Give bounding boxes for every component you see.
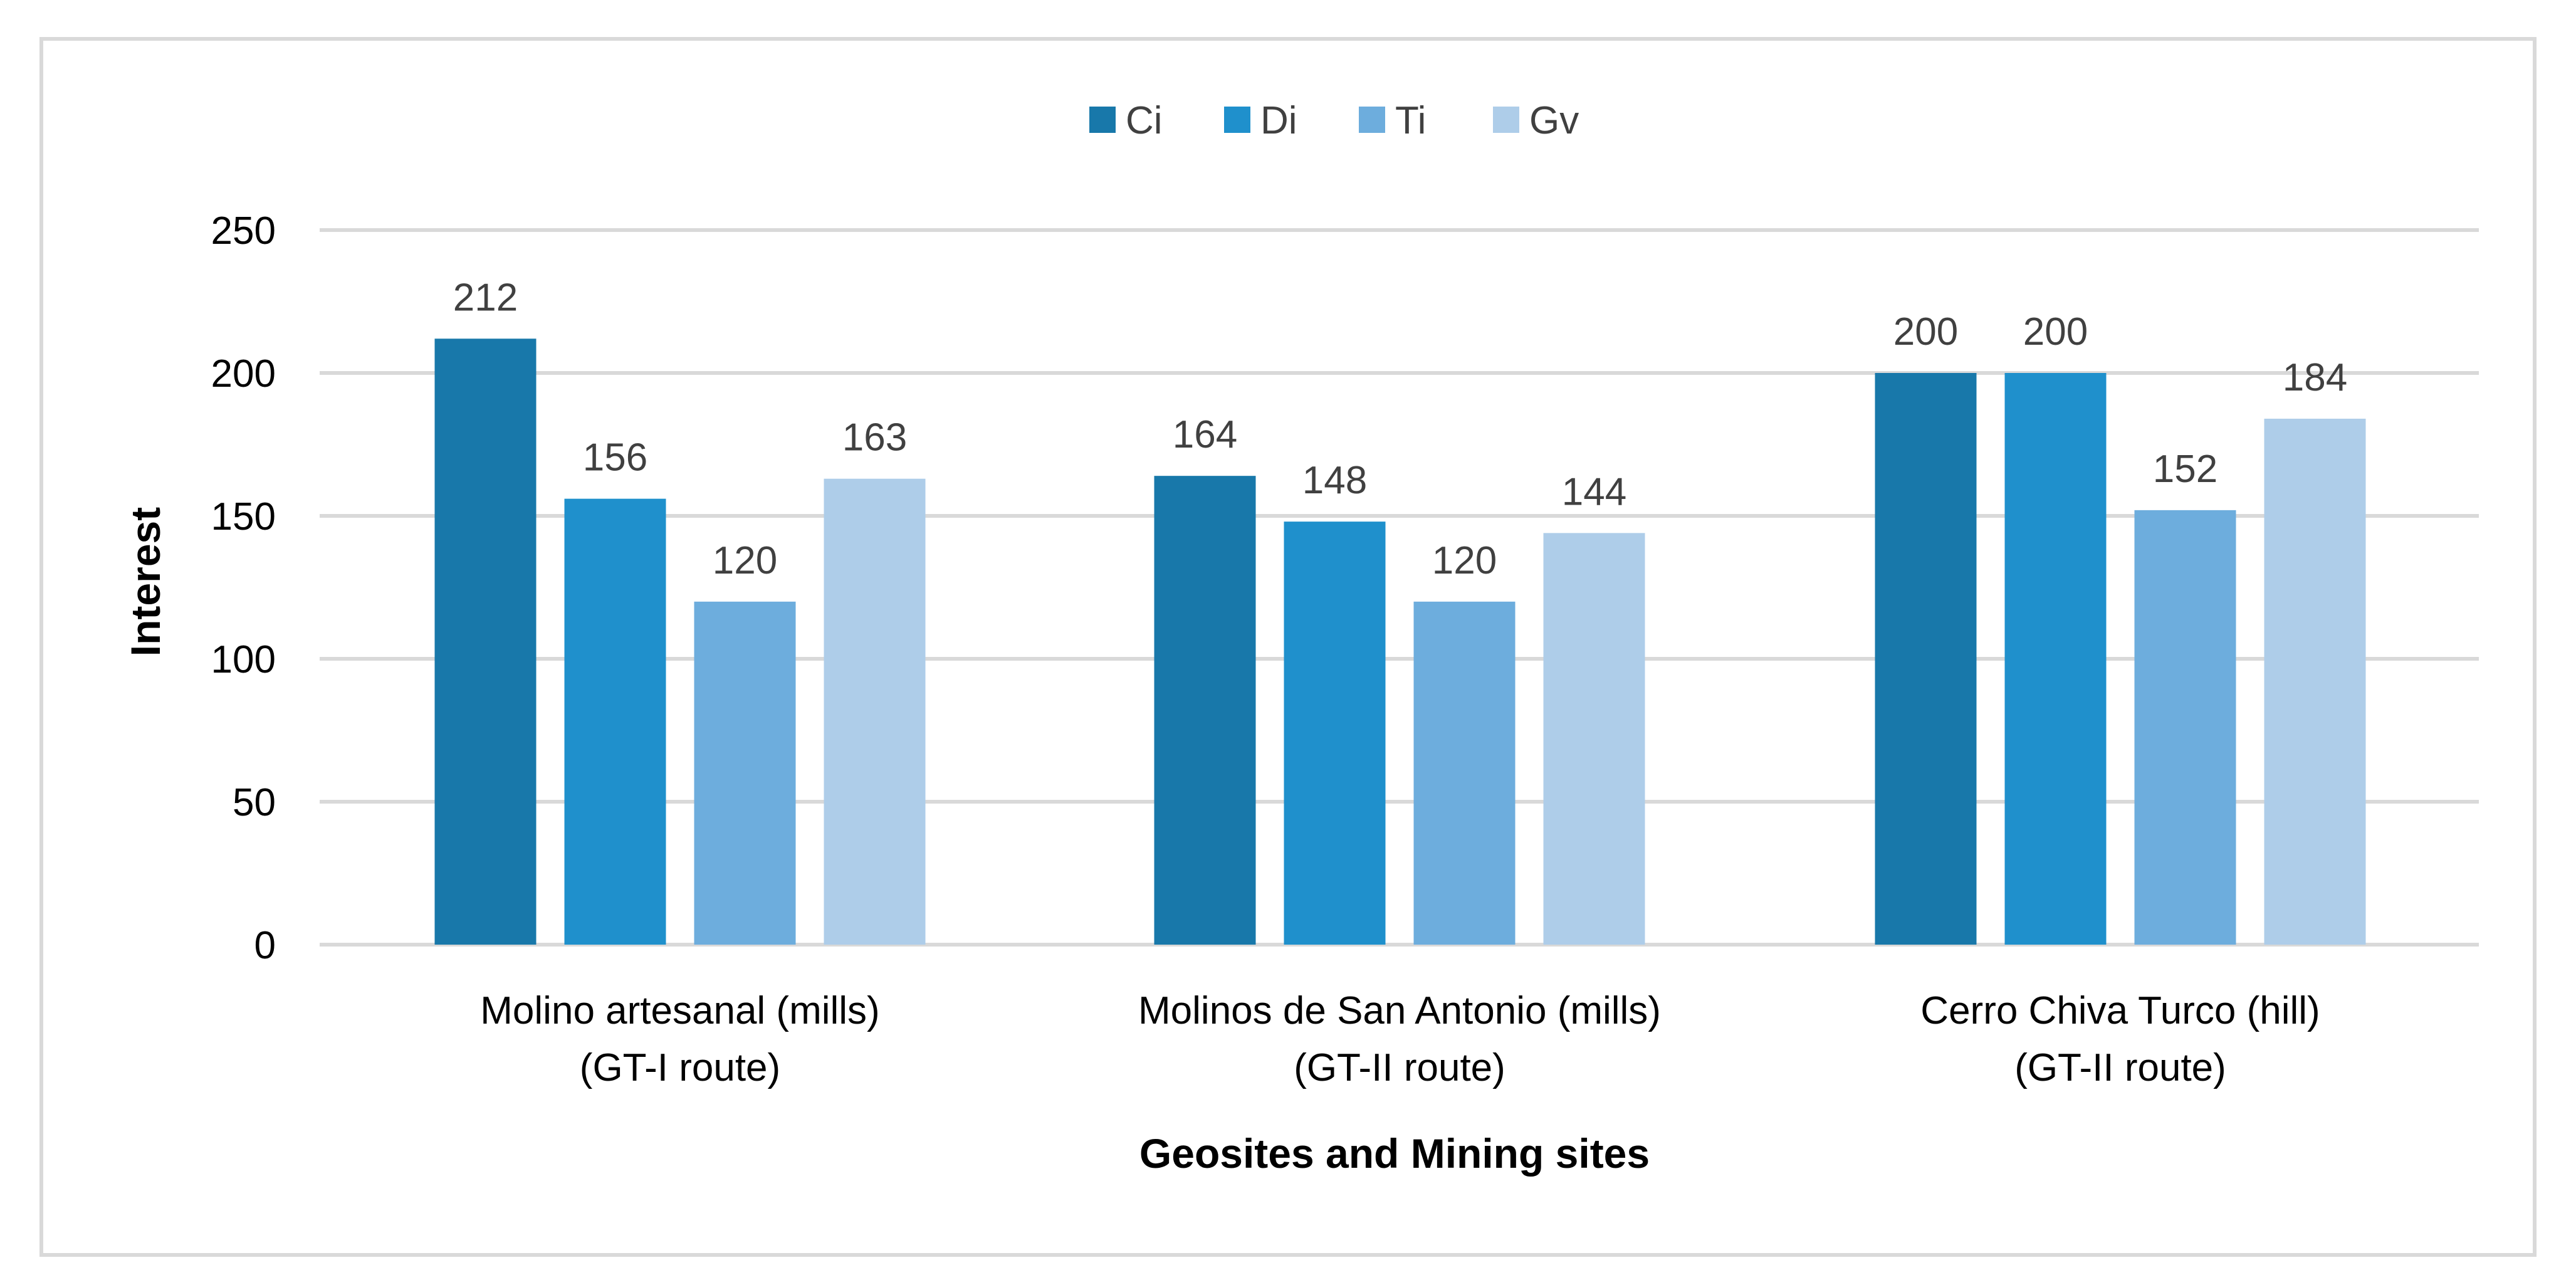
legend-label-gv: Gv [1529, 99, 1579, 142]
category-label-1-line-0: Molinos de San Antonio (mills) [1138, 989, 1661, 1032]
y-tick-label: 100 [211, 638, 276, 681]
data-label-gv-0: 163 [842, 416, 907, 459]
category-label-1-line-1: (GT-II route) [1294, 1046, 1505, 1089]
bar-gv-0 [824, 478, 926, 945]
data-label-ci-2: 200 [1893, 310, 1958, 354]
bar-ci-0 [434, 338, 537, 945]
bar-ci-1 [1154, 476, 1256, 945]
legend-swatch-ti [1359, 107, 1385, 133]
bar-di-1 [1284, 522, 1386, 945]
bars [434, 338, 2366, 945]
y-tick-label: 150 [211, 495, 276, 538]
data-label-gv-1: 144 [1562, 470, 1626, 513]
legend-label-ti: Ti [1395, 99, 1426, 142]
x-axis-title: Geosites and Mining sites [1139, 1130, 1650, 1177]
y-axis-title: Interest [122, 507, 169, 656]
bar-di-0 [564, 498, 666, 945]
legend-label-di: Di [1260, 99, 1297, 142]
data-label-gv-2: 184 [2283, 356, 2347, 399]
data-label-ci-1: 164 [1173, 413, 1237, 456]
legend-swatch-ci [1089, 107, 1116, 133]
category-label-2-line-1: (GT-II route) [2014, 1046, 2226, 1089]
bar-ti-1 [1413, 601, 1516, 945]
bar-gv-1 [1543, 533, 1645, 945]
data-label-ti-2: 152 [2153, 448, 2217, 491]
y-tick-label: 0 [254, 924, 276, 967]
category-label-2-line-0: Cerro Chiva Turco (hill) [1920, 989, 2320, 1032]
bar-gv-2 [2264, 418, 2366, 945]
y-tick-label: 50 [233, 781, 276, 824]
category-label-0-line-1: (GT-I route) [580, 1046, 780, 1089]
data-labels: 212 164 200 156 148 200 120 120 152 163 144 184 [453, 276, 2347, 582]
y-tick-label: 200 [211, 352, 276, 396]
bar-di-2 [2004, 373, 2107, 945]
data-label-di-1: 148 [1302, 459, 1367, 502]
data-label-ci-0: 212 [453, 276, 518, 319]
y-tick-label: 250 [211, 209, 276, 253]
data-label-ti-0: 120 [713, 539, 777, 582]
x-axis-categories: Molino artesanal (mills) (GT-I route) Moli… [480, 989, 2320, 1089]
bar-ti-2 [2134, 510, 2236, 945]
category-label-0-line-0: Molino artesanal (mills) [480, 989, 879, 1032]
y-axis-ticks: 0 50 100 150 200 250 [211, 209, 276, 967]
data-label-di-0: 156 [583, 436, 647, 480]
legend: Ci Di Ti Gv [1089, 99, 1579, 142]
legend-label-ci: Ci [1126, 99, 1163, 142]
legend-swatch-gv [1493, 107, 1519, 133]
bar-ci-2 [1875, 373, 1977, 945]
data-label-ti-1: 120 [1432, 539, 1497, 582]
data-label-di-2: 200 [2023, 310, 2088, 354]
bar-ti-0 [694, 601, 796, 945]
gridlines [320, 228, 2479, 947]
legend-swatch-di [1224, 107, 1250, 133]
